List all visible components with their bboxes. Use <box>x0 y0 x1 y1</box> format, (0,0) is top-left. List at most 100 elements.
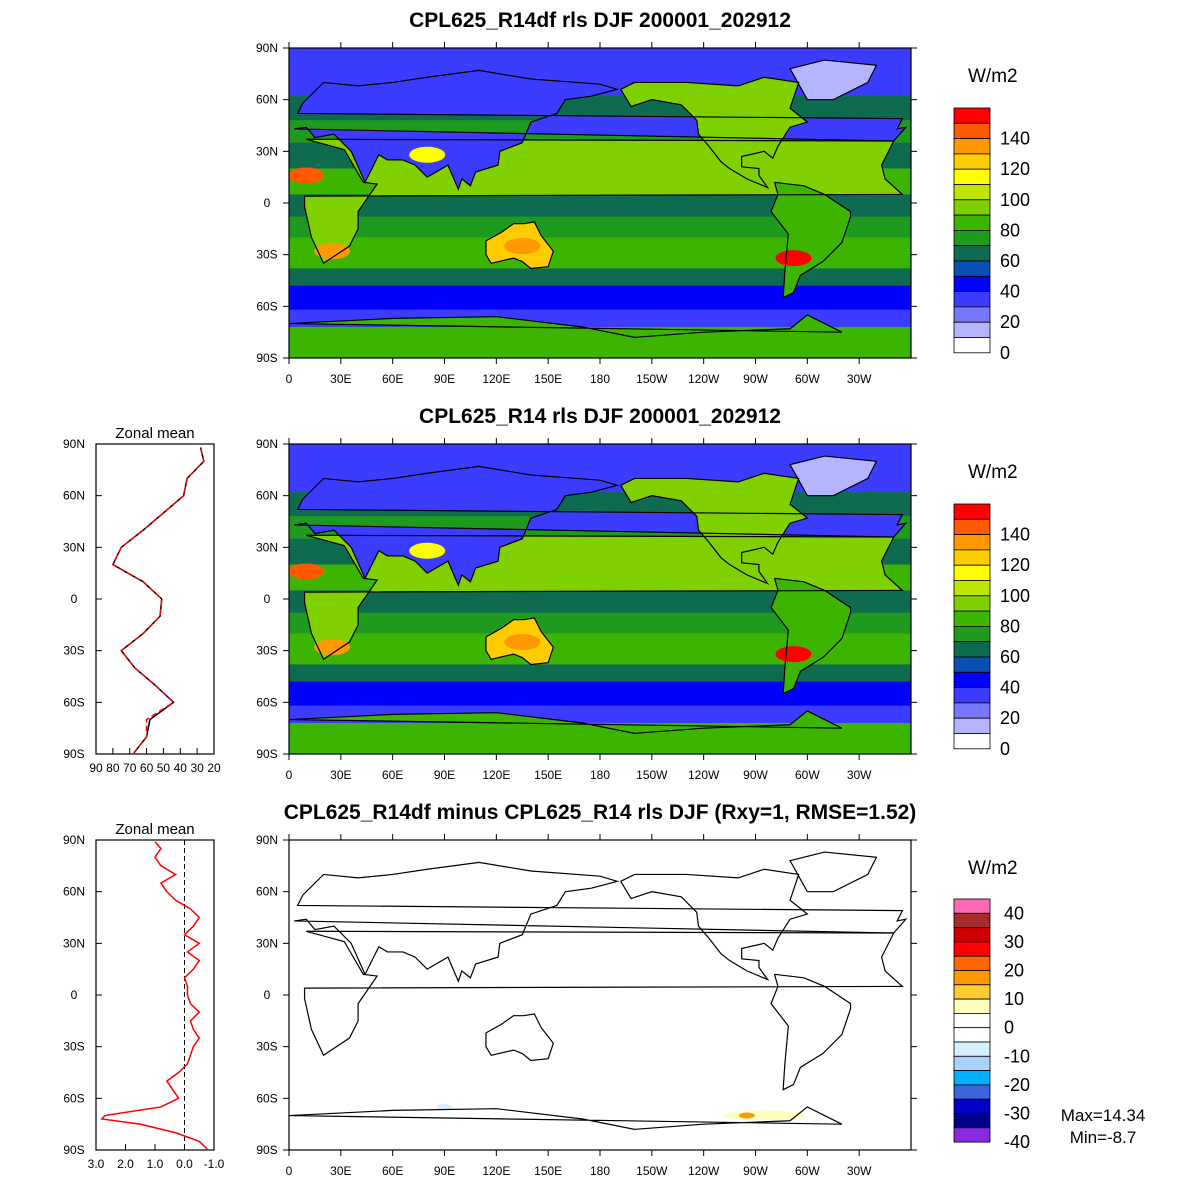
colorbar-label: 40 <box>1000 282 1020 302</box>
top-colorbar: 140 120 100 80 60 40 20 0 <box>953 107 1030 363</box>
colorbar-box <box>953 970 991 986</box>
top-unit-label: W/m2 <box>968 66 1018 87</box>
colorbar-label: 20 <box>1004 961 1024 981</box>
colorbar-box <box>953 122 991 140</box>
colorbar-box <box>953 199 991 216</box>
lon-label: 120E <box>482 372 510 386</box>
coastline <box>485 1013 555 1062</box>
zonal-x-label: 20 <box>207 761 221 775</box>
zonal-lat-label: 60S <box>63 1091 84 1105</box>
bottom-zonal-mean: Zonal mean 90N 60N 30N 0 30S 60S 90S 3.0 2.0 1.0 0.… <box>63 821 225 1171</box>
zonal-series-line <box>100 841 209 1151</box>
lat-label: 30S <box>256 248 277 262</box>
colorbar-label: -20 <box>1004 1075 1030 1095</box>
lon-label: 150W <box>636 372 668 386</box>
colorbar-box <box>953 912 991 928</box>
zonal-x-label: 60 <box>140 761 154 775</box>
lat-label: 60S <box>256 1091 277 1105</box>
lon-label: 180 <box>590 1164 610 1178</box>
colorbar-label: 20 <box>1000 312 1020 332</box>
colorbar-label: 140 <box>1000 525 1030 545</box>
colorbar-box <box>953 984 991 1000</box>
colorbar-box <box>953 1098 991 1114</box>
lat-band <box>289 612 911 634</box>
zonal-x-label: -1.0 <box>204 1157 225 1171</box>
colorbar-box <box>953 107 991 124</box>
land-fill <box>790 456 877 496</box>
zonal-x-label: 1.0 <box>147 1157 164 1171</box>
land-fill <box>294 466 906 586</box>
colorbar-box <box>953 656 991 673</box>
zonal-frame <box>95 839 215 1151</box>
lon-label: 150W <box>636 1164 668 1178</box>
colorbar-label: 80 <box>1000 220 1020 240</box>
lon-label: 60E <box>382 768 403 782</box>
coastline <box>303 534 904 661</box>
bottom-colorbar: 40 30 20 10 0 -10 -20 -30 -40 <box>953 898 1030 1152</box>
colorbar-box <box>953 595 991 612</box>
colorbar-box <box>953 1070 991 1086</box>
lon-label: 60W <box>795 372 820 386</box>
lon-label: 90E <box>434 372 455 386</box>
lon-label: 0 <box>286 768 293 782</box>
zonal-lat-label: 0 <box>71 592 78 606</box>
colorbar-box <box>953 518 991 535</box>
colorbar-label: 100 <box>1000 586 1030 606</box>
lon-label: 60W <box>795 768 820 782</box>
lat-label: 90N <box>256 41 278 55</box>
middle-unit-label: W/m2 <box>968 462 1018 483</box>
colorbar-label: 80 <box>1000 616 1020 636</box>
colorbar-box <box>953 1013 991 1029</box>
lon-label: 150E <box>534 372 562 386</box>
lon-label: 120E <box>482 768 510 782</box>
zonal-lat-label: 90N <box>63 437 85 451</box>
lon-label: 0 <box>286 1164 293 1178</box>
colorbar-label: 10 <box>1004 989 1024 1009</box>
zonal-lat-label: 30N <box>63 936 85 950</box>
colorbar-label: 60 <box>1000 647 1020 667</box>
lon-label: 90W <box>743 768 768 782</box>
colorbar-label: 100 <box>1000 190 1030 210</box>
lon-label: 150W <box>636 768 668 782</box>
hot-spot <box>288 563 325 580</box>
lat-label: 60S <box>256 299 277 313</box>
colorbar-box <box>953 626 991 643</box>
coastline <box>485 617 555 666</box>
lon-label: 30E <box>330 1164 351 1178</box>
hot-spot <box>504 238 541 255</box>
zonal-lat-label: 60N <box>63 489 85 503</box>
colorbar-box <box>953 306 991 323</box>
colorbar-box <box>953 898 991 914</box>
colorbar-box <box>953 702 991 719</box>
coastline <box>288 710 843 734</box>
lon-label: 180 <box>590 768 610 782</box>
zonal-frame <box>95 443 215 755</box>
coastline <box>770 577 852 695</box>
zonal-title: Zonal mean <box>115 425 194 442</box>
lat-label: 90N <box>256 437 278 451</box>
bottom-map-title: CPL625_R14df minus CPL625_R14 rls DJF (R… <box>283 801 917 824</box>
lat-label: 90N <box>256 833 278 847</box>
lat-band <box>289 590 911 613</box>
lat-band <box>289 194 911 217</box>
zonal-lat-label: 90S <box>63 1143 84 1157</box>
colorbar-box <box>953 321 991 338</box>
diff-stats: Max=14.34 Min=-8.7 <box>1048 1105 1158 1149</box>
mid-map: 90N 60N 30N 0 30S 60S 90S 0 30E 60E 90E 120E 150E 180… <box>256 437 917 782</box>
lat-label: 30S <box>256 1040 277 1054</box>
colorbar-box <box>953 1113 991 1129</box>
lon-label: 120W <box>688 768 720 782</box>
lat-label: 90S <box>256 351 277 365</box>
lat-label: 60S <box>256 695 277 709</box>
lat-band <box>289 664 911 682</box>
top-map: 90N 60N 30N 0 30S 60S 90S 0 30E 60E 90E 120E 150E 180… <box>256 41 917 386</box>
zonal-x-label: 30 <box>190 761 204 775</box>
colorbar-box <box>953 671 991 688</box>
colorbar-label: 20 <box>1000 708 1020 728</box>
colorbar-box <box>953 229 991 247</box>
zonal-lat-label: 60S <box>63 695 84 709</box>
lon-label: 30W <box>847 768 872 782</box>
colorbar-box <box>953 1084 991 1100</box>
lat-band <box>289 216 911 238</box>
zonal-x-label: 70 <box>123 761 137 775</box>
